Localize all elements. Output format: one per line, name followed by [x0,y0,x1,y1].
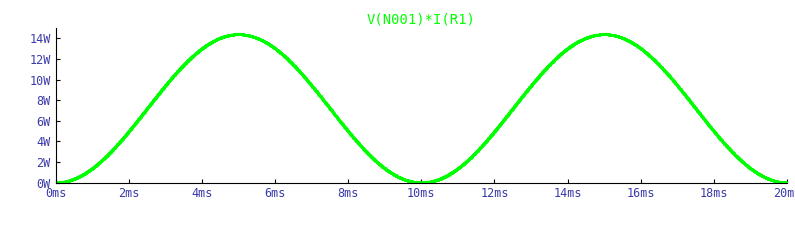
Title: V(N001)*I(R1): V(N001)*I(R1) [367,13,475,27]
